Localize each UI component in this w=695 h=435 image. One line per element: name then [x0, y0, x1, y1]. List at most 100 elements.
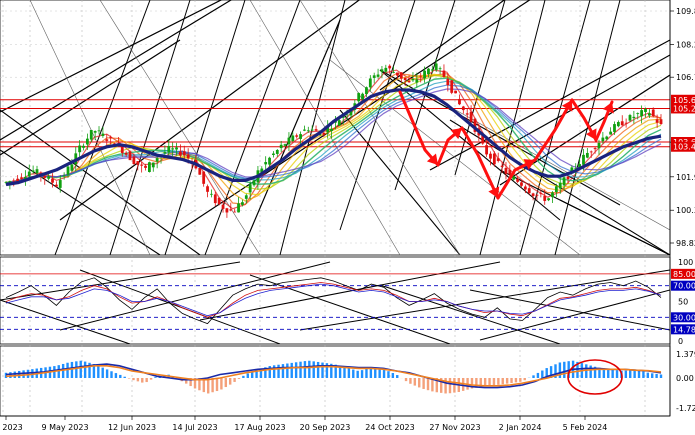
candle-body: [489, 153, 492, 159]
macd-bar: [633, 369, 636, 378]
macd-bar: [659, 374, 663, 378]
macd-bar: [396, 375, 399, 378]
macd-bar: [369, 367, 373, 378]
macd-bar: [242, 375, 245, 378]
candle-body: [613, 124, 616, 132]
candle-body: [380, 69, 384, 72]
macd-bar: [382, 369, 386, 378]
candle-body: [399, 72, 403, 79]
arrow-head: [602, 102, 614, 114]
macd-bar: [211, 377, 214, 393]
macd-bar: [290, 362, 293, 378]
macd-bar: [536, 372, 540, 378]
candle-body: [124, 152, 128, 155]
candle-body: [89, 129, 93, 140]
macd-bar: [501, 377, 504, 385]
macd-bar: [448, 377, 452, 394]
candle-body: [237, 203, 240, 213]
thin-line: [299, 0, 461, 255]
candle-body: [268, 157, 271, 165]
candle-body: [314, 129, 318, 131]
candle-body: [349, 108, 353, 116]
date-tick-label: 17 Aug 2023: [234, 423, 285, 432]
ribbon-line: [5, 80, 662, 184]
candle-body: [357, 93, 361, 102]
macd-bar: [198, 377, 201, 391]
level-badge: [671, 94, 695, 105]
macd-tick-label: 0.00: [676, 374, 694, 383]
osc-channel: [479, 289, 670, 341]
thin-line: [419, 89, 670, 231]
macd-bar: [312, 361, 315, 378]
ribbon-line: [5, 73, 662, 196]
candle-body: [163, 152, 167, 154]
oscillator-panel[interactable]: [0, 256, 671, 345]
macd-bar: [325, 363, 329, 378]
macd-bar: [598, 367, 601, 378]
macd-bar: [202, 377, 206, 393]
macd-bar: [431, 377, 434, 392]
candle-body: [384, 67, 388, 72]
ribbon-line: [5, 74, 662, 202]
fan-line: [164, 0, 246, 255]
macd-bar: [646, 372, 650, 378]
candle-body: [295, 135, 299, 137]
candle-body: [167, 146, 171, 153]
candle-body: [415, 79, 419, 83]
level-badge-label: 103.401: [673, 143, 695, 152]
macd-bar: [549, 366, 553, 378]
candle-body: [523, 186, 527, 190]
ribbon-line: [5, 77, 662, 185]
arrow-head: [523, 159, 535, 170]
macd-bar: [426, 377, 430, 391]
candle-body: [27, 171, 31, 177]
candle-body: [562, 177, 566, 186]
price-tick-label: 98.820: [676, 239, 695, 248]
candle-body: [605, 136, 609, 140]
macd-bar: [259, 368, 263, 378]
candle-body: [217, 197, 221, 205]
candle-body: [264, 162, 268, 165]
candle-body: [310, 129, 314, 131]
macd-bar: [651, 373, 654, 378]
macd-bar: [119, 374, 122, 378]
macd-bar: [123, 376, 126, 378]
candle-body: [450, 80, 454, 93]
candle-body: [51, 178, 54, 183]
candle-body: [20, 177, 23, 179]
candle-body: [427, 68, 430, 75]
candle-body: [388, 65, 392, 69]
candle-body: [175, 147, 178, 150]
candle-body: [244, 195, 248, 199]
arrow-head: [426, 153, 438, 165]
candle-body: [198, 168, 202, 175]
candle-body: [454, 90, 457, 94]
highlight-circle: [567, 359, 623, 395]
moving-average: [5, 88, 662, 187]
candle-body: [322, 132, 326, 135]
macd-bar: [523, 377, 526, 381]
candle-body: [628, 115, 632, 121]
macd-bar: [497, 377, 500, 385]
macd-bar: [233, 377, 236, 382]
candle-body: [31, 170, 35, 172]
macd-bar: [444, 377, 447, 394]
macd-panel[interactable]: [0, 345, 671, 417]
channel-line: [429, 39, 670, 171]
thin-line: [29, 0, 151, 255]
macd-bar: [17, 370, 21, 378]
macd-bar: [141, 377, 144, 383]
date-tick-label: 9 May 2023: [41, 423, 88, 432]
candle-body: [144, 165, 147, 168]
candle-body: [186, 154, 190, 159]
candle-body: [644, 108, 647, 112]
channel-line: [0, 0, 223, 113]
date-tick-label: 5 Feb 2024: [563, 423, 608, 432]
down-channel-line: [559, 199, 670, 255]
osc-level-label: 70.0000: [673, 282, 695, 291]
candle-body: [155, 158, 159, 162]
macd-bar: [615, 370, 619, 378]
macd-bar: [114, 373, 118, 378]
candle-body: [303, 129, 306, 131]
